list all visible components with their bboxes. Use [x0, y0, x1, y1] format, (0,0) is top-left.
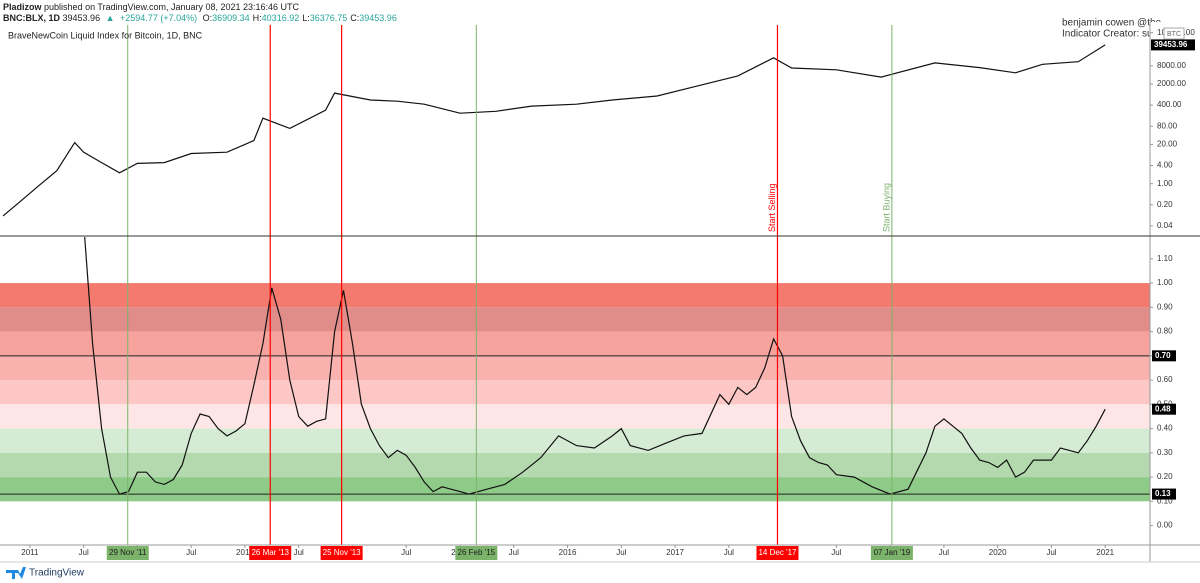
ohlc-key: C: — [350, 13, 360, 23]
price-axis-bg — [1150, 22, 1200, 562]
y-tick-label: 20.00 — [1157, 140, 1178, 149]
symbol: BNC:BLX, 1D — [3, 13, 61, 23]
last-price: 39453.96 — [62, 13, 101, 23]
y-tick-label: 2000.00 — [1157, 79, 1186, 88]
level-label-box — [1152, 403, 1176, 415]
y-tick-label: 0.20 — [1157, 472, 1173, 481]
x-tick-label: Jul — [186, 548, 196, 557]
zone-band — [0, 331, 1150, 356]
zone-band — [0, 428, 1150, 453]
y-tick-label: 0.04 — [1157, 221, 1173, 230]
x-tick-label: Jul — [724, 548, 734, 557]
ohlc-key: L: — [302, 13, 310, 23]
y-tick-label: 80.00 — [1157, 121, 1178, 130]
y-tick-label: 0.40 — [1157, 424, 1173, 433]
y-tick-label: 400.00 — [1157, 100, 1182, 109]
ohlc-value: 39453.96 — [359, 13, 397, 23]
last-value-label: 39453.96 — [1154, 40, 1188, 49]
zone-band — [0, 380, 1150, 405]
brand-logo — [6, 567, 26, 579]
pane-title: BraveNewCoin Liquid Index for Bitcoin, 1… — [8, 30, 203, 40]
x-tick-label: 2016 — [559, 548, 577, 557]
level-label-box — [1152, 488, 1176, 500]
y-tick-label: 0.00 — [1157, 521, 1173, 530]
y-tick-label: 0.20 — [1157, 200, 1173, 209]
zone-band — [0, 452, 1150, 478]
author: Pladizow — [3, 2, 42, 12]
zone-band — [0, 307, 1150, 332]
ohlc-key: O: — [202, 13, 213, 23]
y-tick-label: 8000.00 — [1157, 61, 1186, 70]
published: published on TradingView.com, January 08… — [44, 2, 300, 12]
event-date-box — [756, 546, 799, 560]
brand-text: TradingView — [29, 568, 85, 579]
y-tick-label: 1.00 — [1157, 278, 1173, 287]
event-date-box — [320, 546, 363, 560]
level-label: 0.70 — [1155, 351, 1171, 360]
change: +2594.77 (+7.04%) — [120, 13, 198, 23]
event-date-box — [455, 546, 498, 560]
event-date-label: 26 Feb '15 — [458, 548, 496, 557]
x-tick-label: Jul — [79, 548, 89, 557]
currency: BTC — [1167, 31, 1181, 38]
x-tick-label: Jul — [939, 548, 949, 557]
axes: 0.04 0.20 1.00 4.00 20.00 80.00 400.00 2000.00 8… — [21, 27, 1195, 560]
event-note: Start Selling — [767, 183, 777, 232]
zone-band — [0, 355, 1150, 381]
last-value-box — [1151, 39, 1195, 51]
event-date-box — [870, 546, 913, 560]
arrow: ▲ — [105, 13, 115, 23]
event-date-label: 26 Mar '13 — [251, 548, 289, 557]
ohlc-value: 40316.92 — [261, 13, 300, 23]
x-tick-label: 2011 — [21, 548, 39, 557]
ohlc-value: 36909.34 — [212, 13, 250, 23]
event-date-box — [106, 546, 149, 560]
x-tick-label: Jul — [509, 548, 519, 557]
zone-band — [0, 477, 1150, 502]
header-line-1: Pladizow published on TradingView.com, J… — [3, 2, 302, 12]
series-line — [84, 237, 1106, 495]
event-note: Start Buying — [881, 183, 891, 232]
x-tick-label: Jul — [831, 548, 841, 557]
x-tick-label: 2021 — [1096, 548, 1114, 557]
ohlc-key: H: — [252, 13, 262, 23]
y-tick-label: 0.80 — [1157, 327, 1173, 336]
x-tick-label: 2020 — [989, 548, 1007, 557]
event-date-label: 07 Jan '19 — [874, 548, 911, 557]
series-line — [2, 44, 1106, 217]
y-tick-label: 1.00 — [1157, 179, 1173, 188]
y-tick-label: 0.30 — [1157, 448, 1173, 457]
currency-box — [1163, 27, 1185, 40]
ohlc: O:36909.34 H:40316.92 L:36376.75 C:39453.96 — [203, 13, 400, 23]
x-tick-label: Jul — [294, 548, 304, 557]
level-label: 0.48 — [1155, 404, 1171, 413]
x-tick-label: Jul — [616, 548, 626, 557]
logo-icon — [6, 567, 26, 579]
bands — [0, 283, 1150, 502]
x-tick-label: Jul — [401, 548, 411, 557]
level-label: 0.13 — [1155, 489, 1171, 498]
event-date-label: 14 Dec '17 — [758, 548, 797, 557]
y-tick-label: 1.10 — [1157, 254, 1173, 263]
x-tick-label: Jul — [1046, 548, 1056, 557]
watermark: benjamin cowen @the — [1062, 18, 1162, 29]
x-tick-label: 2013 — [236, 548, 254, 557]
x-tick-label: 2017 — [666, 548, 684, 557]
event-date-label: 29 Nov '11 — [109, 548, 147, 557]
y-tick-label: 0.90 — [1157, 302, 1173, 311]
ohlc-value: 36376.75 — [309, 13, 348, 23]
level-label-box — [1152, 350, 1176, 362]
zone-band — [0, 404, 1150, 429]
y-tick-label: 4.00 — [1157, 161, 1173, 170]
event-date-box — [249, 546, 292, 560]
y-tick-label: 0.10 — [1157, 496, 1173, 505]
header-line-2: BNC:BLX, 1D 39453.96 ▲ +2594.77 (+7.04%)… — [3, 13, 403, 23]
event-date-label: 25 Nov '13 — [323, 548, 362, 557]
y-tick-label: 0.60 — [1157, 375, 1173, 384]
watermark: Indicator Creator: suc — [1062, 29, 1158, 40]
zone-band — [0, 283, 1150, 308]
